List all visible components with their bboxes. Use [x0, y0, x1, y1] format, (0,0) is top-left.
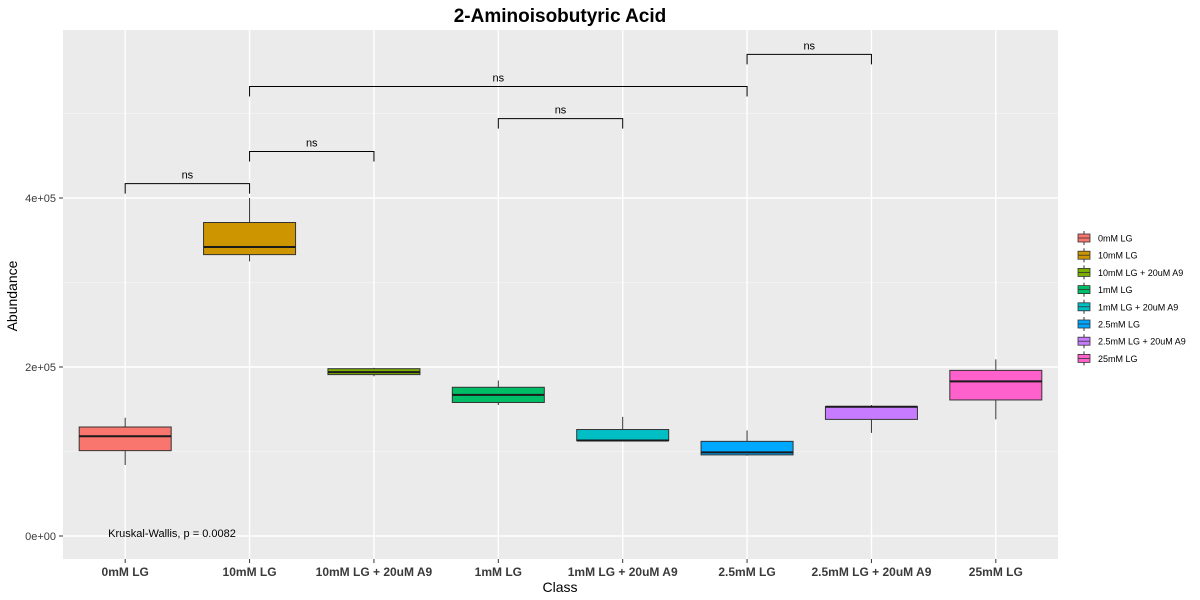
box-body: [78, 426, 172, 452]
y-tick-label: 2e+05: [25, 362, 56, 374]
legend-item: 2.5mM LG + 20uM A9: [1077, 334, 1186, 349]
box-0: [78, 417, 172, 466]
box-body: [203, 222, 297, 256]
legend-item: 0mM LG: [1077, 231, 1133, 245]
legend-label: 1mM LG: [1098, 285, 1133, 295]
comparison-brackets: ns ns ns ns ns: [124, 40, 872, 194]
legend-item: 10mM LG + 20uM A9: [1077, 265, 1183, 280]
x-tick-label: 0mM LG: [102, 565, 149, 579]
x-tick-label: 10mM LG: [223, 565, 277, 579]
legend-label: 2.5mM LG + 20uM A9: [1098, 337, 1186, 347]
box-7: [949, 359, 1043, 420]
kruskal-wallis-annotation: Kruskal-Wallis, p = 0.0082: [108, 528, 236, 540]
box-2: [327, 367, 421, 377]
legend-item: 1mM LG: [1077, 282, 1133, 297]
box-5: [700, 430, 794, 456]
x-tick-label: 10mM LG + 20uM A9: [316, 565, 433, 579]
legend-label: 0mM LG: [1098, 234, 1133, 244]
y-tick-label: 4e+05: [25, 193, 56, 205]
box-4: [576, 416, 670, 442]
comparison-label: ns: [182, 170, 194, 182]
comparison-bracket: [497, 118, 624, 129]
legend-label: 2.5mM LG: [1098, 320, 1140, 330]
legend-item: 2.5mM LG: [1077, 317, 1140, 331]
boxes: [78, 198, 1043, 466]
box-body: [949, 369, 1043, 401]
x-axis-title: Class: [542, 579, 577, 595]
comparison-bracket: [249, 85, 748, 97]
legend-label: 1mM LG + 20uM A9: [1098, 302, 1178, 312]
legend-label: 10mM LG: [1098, 251, 1138, 261]
box-1: [203, 198, 297, 262]
grid-lines: [63, 30, 1058, 559]
comparison-label: ns: [493, 72, 505, 84]
x-tick-label: 1mM LG: [475, 565, 522, 579]
y-tick-label: 0e+00: [25, 531, 56, 543]
comparison-bracket: [124, 183, 251, 194]
x-axis: 0mM LG 10mM LG 10mM LG + 20uM A9 1mM LG 1mM …: [102, 559, 1023, 579]
box-6: [824, 405, 918, 433]
legend-label: 25mM LG: [1098, 354, 1138, 364]
box-body: [824, 406, 918, 420]
legend-label: 10mM LG + 20uM A9: [1098, 268, 1183, 278]
comparison-bracket: [746, 53, 872, 65]
x-tick-label: 1mM LG + 20uM A9: [568, 565, 678, 579]
x-tick-label: 2.5mM LG + 20uM A9: [811, 565, 931, 579]
comparison-label: ns: [306, 138, 318, 150]
x-tick-label: 25mM LG: [969, 565, 1023, 579]
comparison-bracket: [249, 151, 375, 162]
comparison-label: ns: [555, 105, 567, 117]
legend-item: 1mM LG + 20uM A9: [1077, 299, 1178, 314]
box-body: [576, 429, 670, 442]
x-tick-label: 2.5mM LG: [718, 565, 775, 579]
box-3: [451, 380, 545, 406]
legend-item: 10mM LG: [1077, 248, 1138, 263]
y-axis: 0e+00 2e+05 4e+05: [25, 193, 63, 543]
chart-title: 2-Aminoisobutyric Acid: [454, 6, 667, 27]
legend-item: 25mM LG: [1077, 351, 1138, 366]
y-axis-title: Abundance: [4, 260, 20, 331]
legend: 0mM LG 10mM LG 10mM LG + 20uM A9 1mM LG 1mM …: [1077, 231, 1186, 366]
comparison-label: ns: [803, 40, 815, 52]
